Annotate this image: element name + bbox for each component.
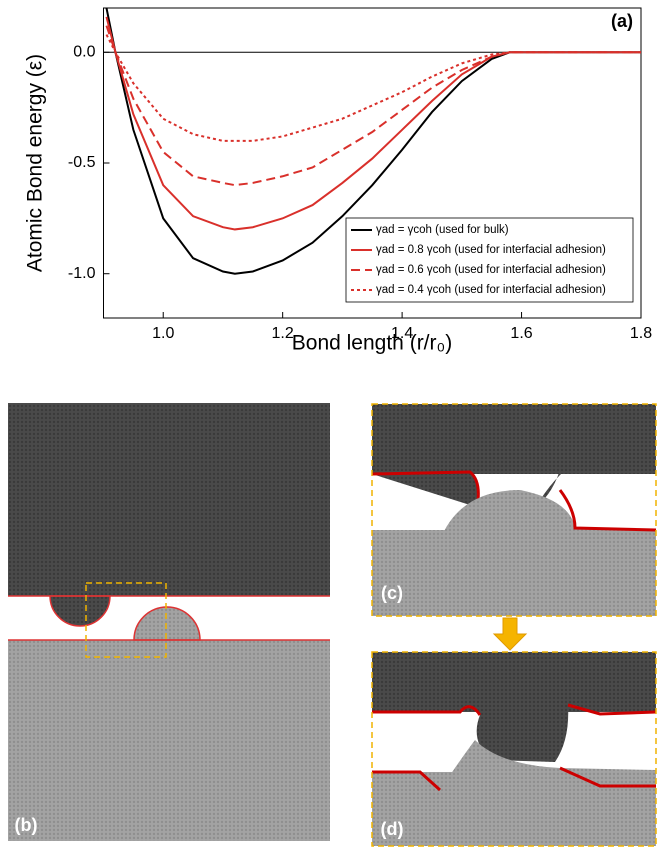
plot-area: [103, 8, 641, 275]
lower-asperity: [133, 606, 201, 641]
panel-label: (c): [381, 583, 403, 603]
panel-c: (c): [371, 403, 657, 617]
lower-fragment: [420, 740, 656, 790]
lower-fragment: [372, 490, 656, 540]
zoom-box: [85, 582, 167, 658]
lower-solid: [372, 772, 656, 846]
chart-a: 0.0 -0.5 -1.0 1.0 1.2 1.4 1.6 1.8 γad = γcoh (us…: [68, 7, 652, 342]
lower-solid: [8, 640, 330, 841]
boundary: [372, 766, 656, 792]
y-tick-label: -1.0: [68, 265, 96, 282]
x-tick-label: 1.4: [391, 325, 413, 342]
y-tick-label: 0.0: [73, 44, 95, 61]
boundary: [372, 703, 657, 716]
x-tick-label: 1.8: [630, 325, 652, 342]
y-tick-label: -0.5: [68, 154, 96, 171]
panel-label: (d): [381, 819, 404, 839]
frame: [371, 403, 657, 617]
panel-d: (d): [371, 651, 657, 847]
series-line: [105, 25, 641, 187]
upper-fragment: [372, 404, 656, 510]
legend-label: γad = 0.6 γcoh (used for interfacial adh…: [376, 264, 606, 276]
arrow: [492, 617, 528, 651]
boundary: [558, 489, 657, 532]
panel-label: (b): [15, 815, 38, 835]
legend-label: γad = 0.8 γcoh (used for interfacial adh…: [376, 244, 606, 256]
legend-label: γad = 0.4 γcoh (used for interfacial adh…: [376, 284, 606, 296]
x-tick-label: 1.0: [152, 325, 174, 342]
boundary: [371, 470, 480, 501]
upper-solid: [8, 403, 330, 596]
y-axis-label: Atomic Bond energy (ε): [24, 54, 47, 272]
series-line: [105, 34, 641, 142]
lower-solid: [372, 530, 656, 616]
panel-label: (a): [611, 11, 633, 31]
panel-b: (b): [8, 403, 330, 841]
x-tick-label: 1.2: [272, 325, 294, 342]
series-line: [105, 8, 641, 275]
upper-fragment: [460, 680, 656, 762]
legend-label: γad = γcoh (used for bulk): [376, 224, 509, 236]
x-axis-label: Bond length (r/r₀): [292, 332, 452, 355]
series-line: [105, 16, 641, 231]
x-tick-label: 1.6: [510, 325, 532, 342]
frame: [371, 651, 657, 847]
legend-box: [345, 217, 634, 303]
upper-asperity: [49, 595, 111, 627]
